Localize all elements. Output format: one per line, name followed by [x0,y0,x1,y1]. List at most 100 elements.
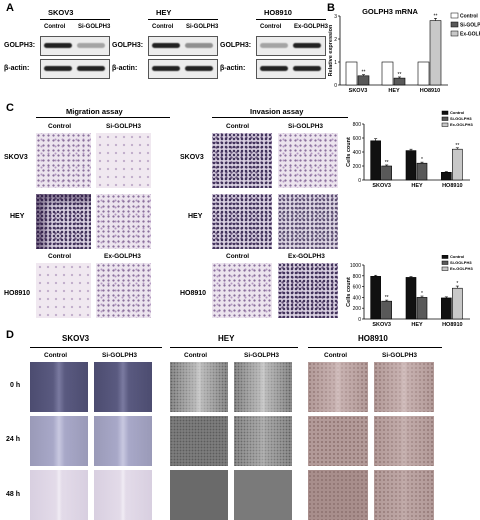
chart-c1-ytick-label-0: 0 [358,178,361,184]
wound-hey-control-24h [170,416,228,466]
mig-col-label-ex: Ex-GOLPH3 [104,253,141,260]
golph3-mrna-chart: GOLPH3 mRNA Relative expression 0 1 2 3 SKOV3 *… [328,8,480,94]
chart-c1-sig-ho8910-ex-golph3: ** [455,143,459,149]
chart-c1-bar-ho8910-control [441,171,452,181]
blot-lane-ho8910-2: Ex-GOLPH3 [294,24,329,30]
inv-col-label-si: Si-GOLPH3 [288,123,324,130]
inv-col-label-control-2: Control [226,253,250,260]
chart-b-bar-ho8910-ex-golph3 [429,20,442,86]
wound-group-skov3-rule [30,347,162,348]
blot-target-band-hey-2 [185,43,213,48]
chart-c1-legend-label-2: Ex-GOLPH3 [450,122,473,127]
chart-c1-ytick-label-4: 800 [353,122,362,128]
chart-c1-xtick-hey: HEY [411,183,423,189]
chart-c1-legend-swatch-1 [441,116,449,121]
blot-loading-box-skov3 [40,59,110,79]
chart-b-xtick-skov3: SKOV3 [349,88,368,94]
blot-title-hey: HEY [156,8,172,17]
blot-target-band-ho8910-2 [293,43,321,48]
time-label-48h: 48 h [6,491,21,498]
chart-b-bar-hey-control [381,61,394,86]
chart-c1-ylabel: Cells count [346,137,352,167]
chart-c2-legend-swatch-0 [441,255,449,259]
wound-col-ho8910-si: Si-GOLPH3 [382,352,418,359]
cells-count-chart-migration: Cells count 0 200 400 600 800 SKOV3 ** HEY * HO891… [346,110,473,189]
blot-lane-hey-1: Control [152,24,174,30]
wound-group-hey-rule [170,347,298,348]
chart-c1-ytick-label-3: 600 [353,136,362,142]
chart-b-xtick-hey: HEY [388,88,400,94]
chart-c2-bar-hey-si-golph3 [416,297,428,320]
chart-b-sig-ho8910-ex-golph3: ** [434,13,438,19]
wound-skov3-control-24h [30,416,88,466]
micrograph-invasion-hey-control [212,194,272,249]
wound-skov3-control-0h [30,362,88,412]
micrograph-invasion-ho8910-control [212,263,272,318]
chart-c2-sig-ho8910-ex-golph3: * [456,281,458,287]
panel-letter-c: C [6,102,14,114]
chart-c2-bar-hey-control [405,277,417,320]
blot-loading-band-ho8910-2 [293,66,321,71]
micrograph-invasion-hey-si [278,194,338,249]
migration-assay-title: Migration assay [66,107,123,116]
wound-group-ho8910: HO8910 [358,334,388,343]
time-label-24h: 24 h [6,436,21,443]
chart-b-ylabel: Relative expression [328,24,334,76]
blot-loading-box-ho8910 [256,59,326,79]
chart-b-title: GOLPH3 mRNA [362,8,418,16]
wound-skov3-si-24h [94,416,152,466]
chart-b-legend-label-1: Si-GOLPH3 [460,23,480,29]
blot-target-band-hey-1 [152,43,180,48]
chart-c1-bar-hey-control [405,150,417,181]
wound-skov3-si-0h [94,362,152,412]
chart-c2-ylabel: Cells count [346,277,352,307]
chart-c2-ytick-label-2: 400 [353,295,362,301]
micrograph-migration-hey-si [96,194,151,249]
wound-hey-control-0h [170,362,228,412]
micrograph-invasion-skov3-control [212,133,272,188]
micrograph-migration-ho8910-ex [96,263,151,318]
blot-title-rule-skov3 [40,19,110,20]
chart-c2-sig-skov3-si-golph3: ** [385,295,389,301]
micrograph-migration-skov3-si [96,133,151,188]
blot-loading-label-ho8910: β-actin: [220,65,246,72]
blot-lane-hey-2: Si-GOLPH3 [186,24,219,30]
chart-c2-ytick-label-0: 0 [358,317,361,323]
chart-c2-sig-hey-si-golph3: * [421,291,423,297]
chart-c1-legend-label-1: Si-GOLPH3 [450,116,472,121]
wound-col-hey-si: Si-GOLPH3 [244,352,280,359]
chart-b-legend-swatch-0 [450,12,459,19]
wound-skov3-control-48h [30,470,88,520]
mig-col-label-si: Si-GOLPH3 [106,123,142,130]
chart-c1-xtick-ho8910: HO8910 [442,183,463,189]
chart-b-legend-label-2: Ex-GOLPH3 [460,32,480,38]
micrograph-migration-skov3-control [36,133,91,188]
mig-col-label-control-2: Control [48,253,72,260]
chart-c1-xtick-skov3: SKOV3 [372,183,391,189]
wound-col-ho8910-control: Control [324,352,348,359]
wound-ho8910-control-0h [308,362,368,412]
chart-c1-legend-swatch-2 [441,122,449,127]
chart-c1-bar-ho8910-ex-golph3 [452,148,463,181]
panel-letter-a: A [6,2,14,14]
chart-b-bar-skov3-si-golph3 [357,75,370,86]
micrograph-invasion-skov3-si [278,133,338,188]
chart-b-bar-skov3-control [345,61,358,86]
blot-target-label-ho8910: GOLPH3: [220,42,252,49]
blot-loading-band-skov3-2 [77,66,105,71]
blot-title-skov3: SKOV3 [48,8,74,17]
blot-lane-skov3-2: Si-GOLPH3 [78,24,111,30]
mig-col-label-control: Control [48,123,72,130]
chart-c2-ytick-label-1: 200 [353,306,362,312]
blot-target-box-ho8910 [256,36,326,56]
wound-ho8910-si-48h [374,470,434,520]
micrograph-invasion-ho8910-ex [278,263,338,318]
chart-b-bar-ho8910-control [417,61,430,86]
chart-b-bar-hey-si-golph3 [393,77,406,86]
chart-b-ytick-label-0: 0 [334,83,337,89]
chart-b-ytick-label-1: 1 [334,60,337,66]
chart-b-sig-hey-si-golph3: ** [398,72,402,78]
chart-c1-sig-skov3-si-golph3: ** [385,160,389,166]
blot-loading-band-ho8910-1 [260,66,288,71]
chart-b-ytick-label-3: 3 [334,14,337,20]
